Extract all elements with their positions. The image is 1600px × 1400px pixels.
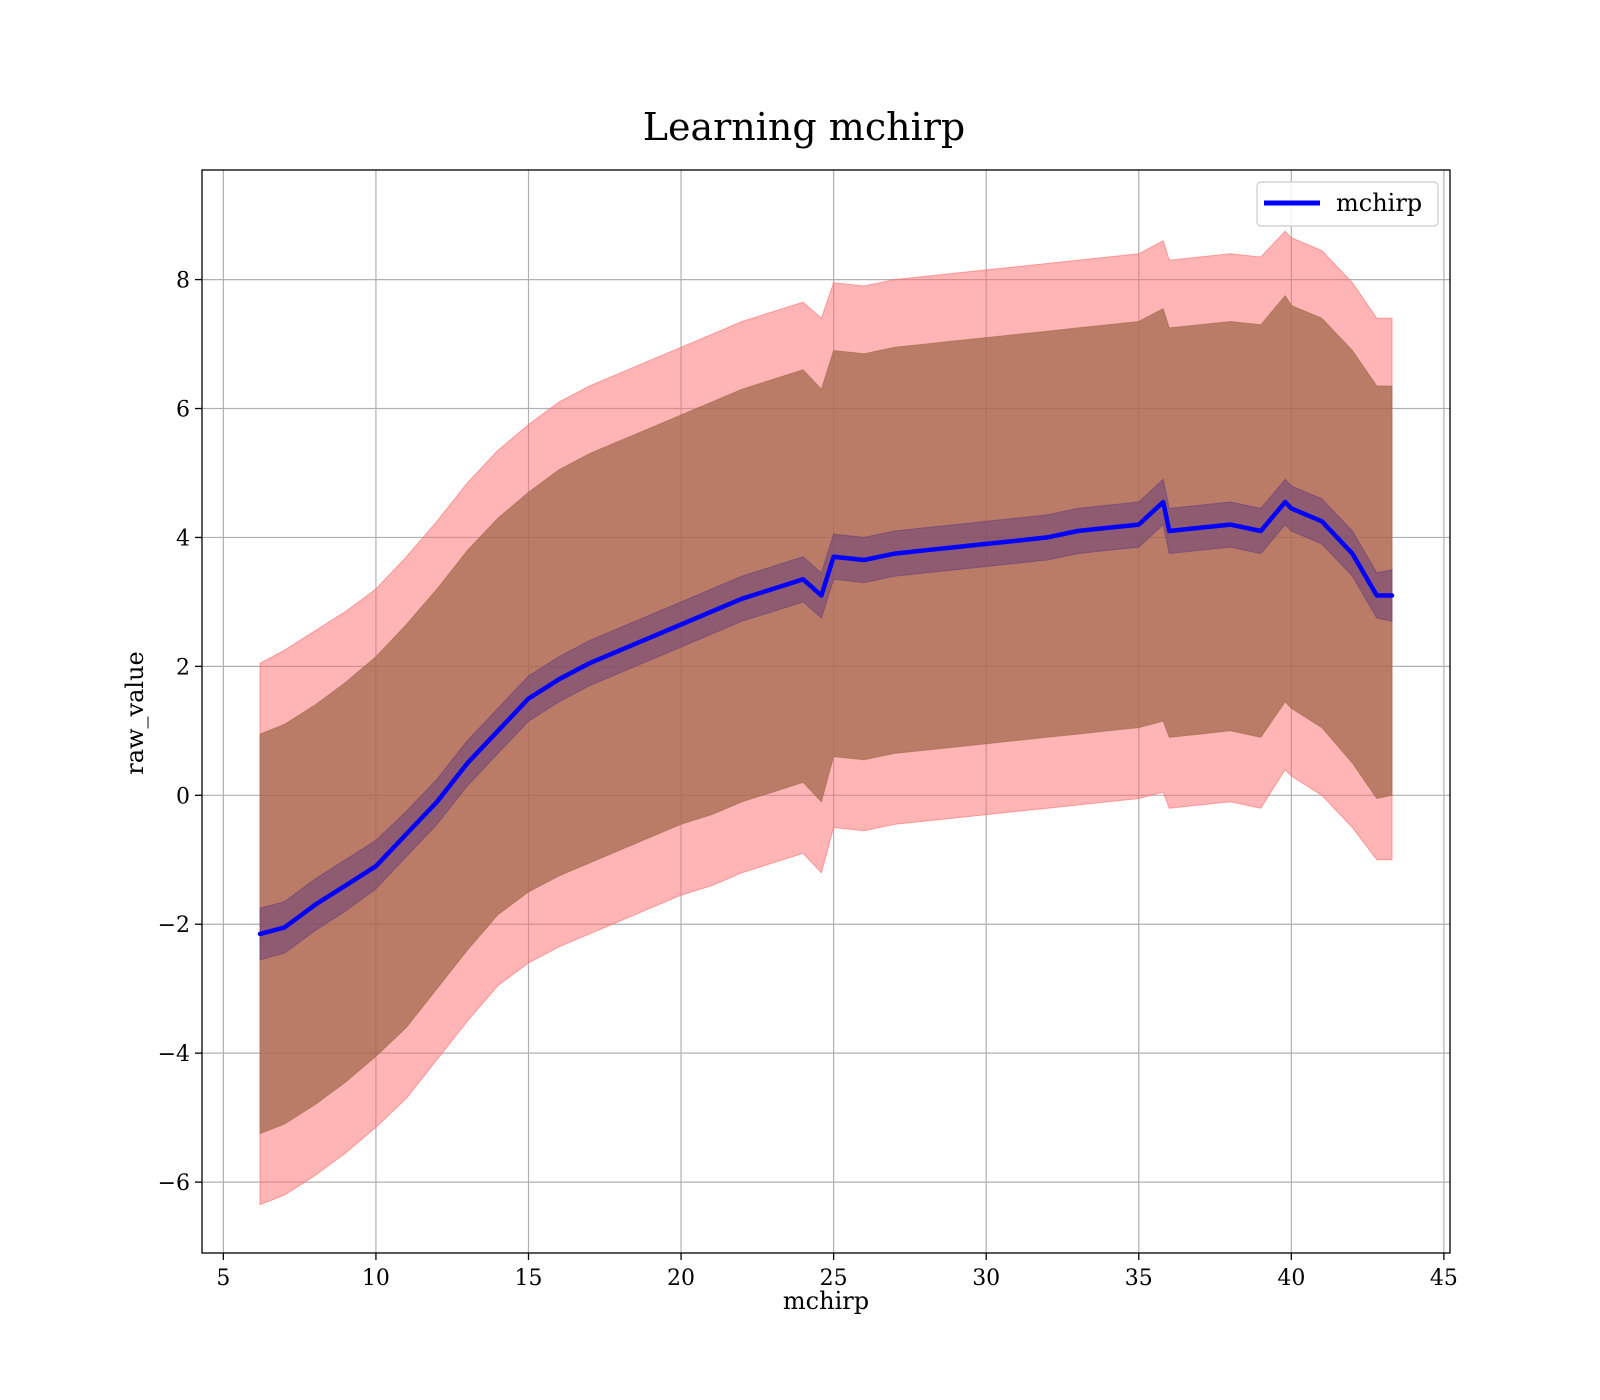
x-tick-label: 30 [972, 1266, 1000, 1291]
x-tick-label: 35 [1125, 1266, 1153, 1291]
legend-box [1256, 181, 1439, 227]
y-tick-label: 2 [176, 655, 190, 680]
x-tick-label: 15 [514, 1266, 542, 1291]
chart-title: Learning mchirp [643, 105, 965, 149]
x-axis-label: mchirp [783, 1287, 869, 1315]
x-axis-ticks: 5 10 15 20 25 30 35 40 45 [216, 1253, 1458, 1291]
y-axis-ticks: −6 −4 −2 0 2 4 6 8 [158, 269, 202, 1196]
x-tick-label: 20 [667, 1266, 695, 1291]
plot-frame [201, 169, 1451, 1254]
x-tick-label: 45 [1430, 1266, 1458, 1291]
y-tick-label: −4 [158, 1042, 190, 1067]
x-tick-label: 25 [820, 1266, 848, 1291]
y-tick-label: 6 [176, 398, 190, 423]
x-tick-label: 40 [1277, 1266, 1305, 1291]
x-tick-label: 5 [216, 1266, 230, 1291]
x-tick-label: 10 [362, 1266, 390, 1291]
y-tick-label: 4 [176, 526, 190, 551]
y-tick-label: −6 [158, 1171, 190, 1196]
series-lines [257, 499, 1395, 937]
legend: mchirp [1256, 181, 1439, 227]
y-tick-label: 8 [176, 269, 190, 294]
y-tick-label: −2 [158, 913, 190, 938]
y-axis-label: raw_value [121, 651, 149, 775]
legend-label: mchirp [1336, 189, 1422, 217]
y-tick-label: 0 [176, 784, 190, 809]
series-line [257, 499, 1395, 937]
